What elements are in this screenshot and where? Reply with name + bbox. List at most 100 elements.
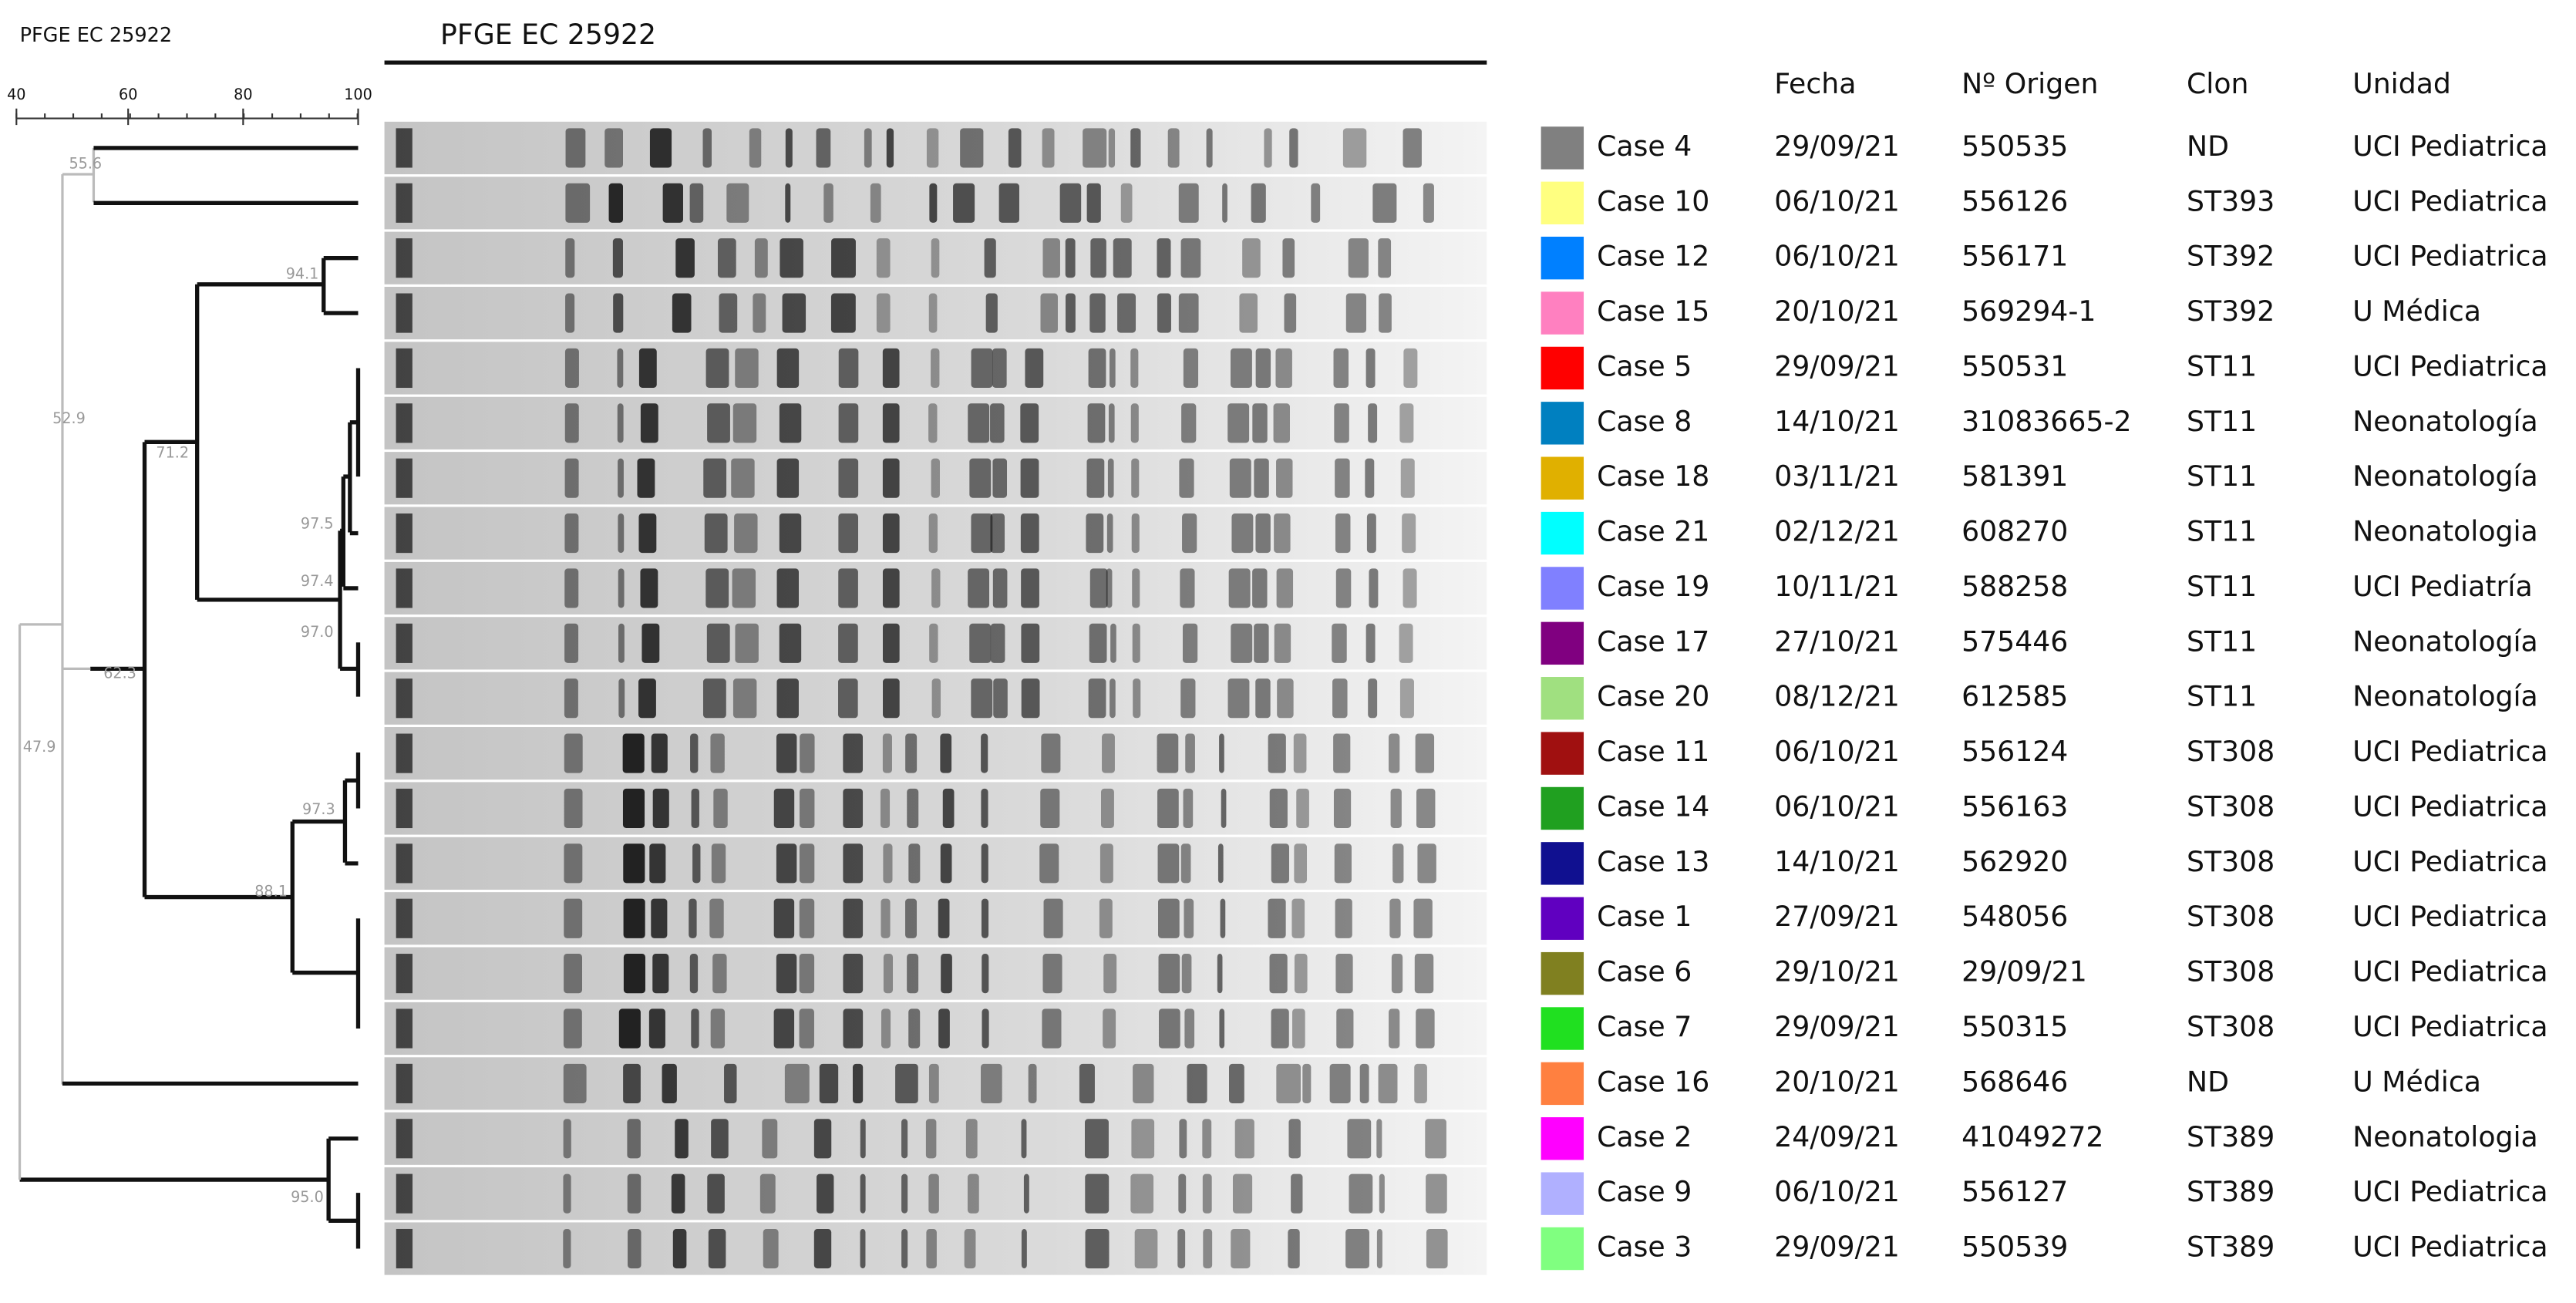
gel-band <box>754 238 768 278</box>
color-swatch <box>1541 732 1584 775</box>
gel-band <box>971 513 993 554</box>
gel-band <box>1179 1119 1187 1159</box>
gel-band <box>1252 568 1268 608</box>
case-label: Case 7 <box>1597 1010 1692 1043</box>
gel-band <box>901 1119 908 1159</box>
gel-band <box>1120 183 1133 223</box>
gel-band <box>1065 238 1076 278</box>
case-label: Case 4 <box>1597 130 1692 163</box>
gel-band <box>779 623 802 663</box>
color-swatch <box>1541 291 1584 335</box>
gel-band <box>618 458 624 498</box>
gel-band <box>1221 788 1227 829</box>
gel-band <box>940 843 952 884</box>
gel-band <box>623 1063 641 1103</box>
gel-band <box>1103 1008 1116 1049</box>
gel-band <box>640 568 658 608</box>
gel-band <box>565 183 591 223</box>
cell-clon: ST393 <box>2187 184 2275 217</box>
cell-clon: ST392 <box>2187 295 2275 328</box>
gel-lane <box>384 837 1487 890</box>
gel-band <box>1087 403 1106 443</box>
gel-band <box>880 788 891 829</box>
cell-origen: 556171 <box>1961 240 2068 273</box>
gel-band <box>1088 348 1106 389</box>
cell-origen: 608270 <box>1961 515 2068 548</box>
gel-band <box>1288 1228 1300 1269</box>
gel-band <box>705 568 729 608</box>
gel-band <box>1042 238 1060 278</box>
gel-band <box>705 348 729 389</box>
gel-band <box>1268 733 1286 773</box>
gel-band <box>612 238 623 278</box>
gel-band <box>907 788 919 829</box>
cell-origen: 569294-1 <box>1961 295 2096 328</box>
cell-clon: ST11 <box>2187 460 2257 493</box>
cell-unidad: UCI Pediatrica <box>2352 349 2547 382</box>
gel-band <box>1130 403 1139 443</box>
gel-band <box>838 568 858 608</box>
gel-band <box>749 128 762 168</box>
color-swatch <box>1541 181 1584 225</box>
gel-band <box>564 403 579 443</box>
gel-band <box>1158 1008 1180 1049</box>
gel-band <box>1231 513 1254 554</box>
gel-band <box>613 293 624 333</box>
cell-clon: ST308 <box>2187 1010 2275 1043</box>
gel-band <box>1206 128 1213 168</box>
gel-band <box>1389 898 1401 938</box>
node-label: 97.3 <box>302 800 335 818</box>
gel-band <box>623 898 645 938</box>
gel-band <box>1252 403 1268 443</box>
gel-band <box>992 458 1008 498</box>
gel-well <box>396 348 412 389</box>
cell-origen: 550535 <box>1961 130 2068 163</box>
gel-band <box>1365 348 1376 389</box>
case-label: Case 1 <box>1597 900 1692 933</box>
gel-band <box>1157 843 1180 884</box>
gel-band <box>773 1008 795 1049</box>
gel-band <box>637 458 655 498</box>
gel-band <box>982 954 989 994</box>
node-label: 97.0 <box>301 623 334 641</box>
gel-band <box>981 898 989 938</box>
gel-band <box>1157 238 1171 278</box>
column-header: Fecha <box>1774 67 1856 100</box>
gel-band <box>689 183 704 223</box>
gel-band <box>652 954 669 994</box>
gel-band <box>1107 458 1114 498</box>
column-header: Unidad <box>2352 67 2451 100</box>
gel-band <box>1269 954 1288 994</box>
gel-band <box>651 733 668 773</box>
gel-band <box>1289 128 1298 168</box>
gel-band <box>563 1228 571 1269</box>
gel-band <box>617 348 624 389</box>
gel-well <box>396 1063 413 1103</box>
gel-band <box>813 1228 832 1269</box>
gel-band <box>1167 128 1180 168</box>
node-label: 62.3 <box>103 664 136 682</box>
gel-band <box>1042 128 1055 168</box>
gel-band <box>784 1063 810 1103</box>
color-swatch <box>1541 126 1584 170</box>
gel-band <box>1179 458 1194 498</box>
gel-band <box>969 458 992 498</box>
gel-band <box>563 1063 587 1103</box>
gel-band <box>843 898 864 938</box>
gel-band <box>1332 623 1347 663</box>
gel-band <box>1177 1228 1186 1269</box>
gel-band <box>941 954 952 994</box>
gel-band <box>938 1008 950 1049</box>
gel-band <box>843 1008 864 1049</box>
gel-band <box>993 678 1008 719</box>
gel-band <box>1134 1228 1158 1269</box>
gel-band <box>1347 1119 1372 1159</box>
gel-band <box>672 293 692 333</box>
gel-band <box>662 1063 677 1103</box>
gel-band <box>1345 1228 1369 1269</box>
gel-well <box>396 1008 413 1049</box>
gel-band <box>1276 568 1294 608</box>
gel-band <box>734 513 758 554</box>
cell-origen: 41049272 <box>1961 1120 2103 1153</box>
gel-band <box>1108 403 1115 443</box>
